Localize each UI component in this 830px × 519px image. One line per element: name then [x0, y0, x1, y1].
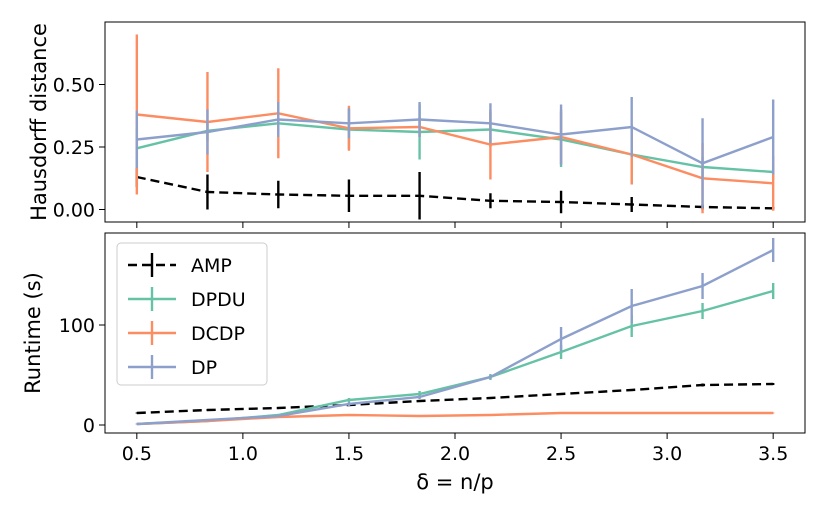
top-y-ticks: 0.00 0.25 0.50 — [53, 75, 774, 228]
bottom-y-tick-label: 100 — [59, 315, 95, 337]
top-y-tick-label: 0.50 — [53, 75, 95, 97]
legend-dp-label: DP — [191, 357, 217, 379]
x-tick-label: 0.5 — [122, 443, 152, 465]
bottom-y-tick-label: 0 — [83, 415, 95, 437]
bottom-series-dp-line — [136, 248, 774, 426]
legend-box — [116, 242, 268, 386]
x-axis-label: δ = n/p — [416, 470, 494, 494]
bottom-axes-frame — [104, 232, 806, 434]
x-tick-label: 3.5 — [758, 443, 788, 465]
x-tick-label: 1.5 — [334, 443, 364, 465]
top-y-axis-label: Hausdorff distance — [27, 23, 51, 221]
top-panel: 0.00 0.25 0.50 Hausdorff distance — [27, 21, 806, 228]
top-plot-area — [135, 34, 775, 220]
top-series-dcdp-line — [136, 112, 774, 185]
top-y-tick-label: 0.25 — [53, 137, 95, 159]
x-tick-label: 3.0 — [652, 443, 682, 465]
x-tick-label: 1.0 — [228, 443, 258, 465]
legend-dcdp-label: DCDP — [191, 323, 245, 345]
x-tick-label: 2.0 — [440, 443, 470, 465]
top-series-dpdu-line — [136, 122, 774, 174]
top-series-dp-line — [136, 118, 774, 165]
x-tick-label: 2.5 — [546, 443, 576, 465]
top-axes-frame — [104, 21, 806, 223]
legend: AMP DPDU DCDP DP — [116, 242, 268, 386]
legend-dpdu-label: DPDU — [191, 289, 246, 311]
bottom-plot-area — [135, 238, 775, 426]
top-series-amp-line — [136, 175, 774, 210]
bottom-y-axis-label: Runtime (s) — [21, 272, 45, 394]
bottom-series-amp-line — [136, 382, 774, 415]
bottom-panel: 0 100 0.5 1.0 1.5 2.0 2.5 3.0 3.5 Runtime (s) δ… — [21, 232, 806, 494]
bottom-y-ticks: 0 100 — [59, 315, 105, 437]
top-y-tick-label: 0.00 — [53, 200, 95, 222]
legend-amp-label: AMP — [191, 255, 232, 277]
bottom-x-ticks: 0.5 1.0 1.5 2.0 2.5 3.0 3.5 — [122, 433, 788, 465]
